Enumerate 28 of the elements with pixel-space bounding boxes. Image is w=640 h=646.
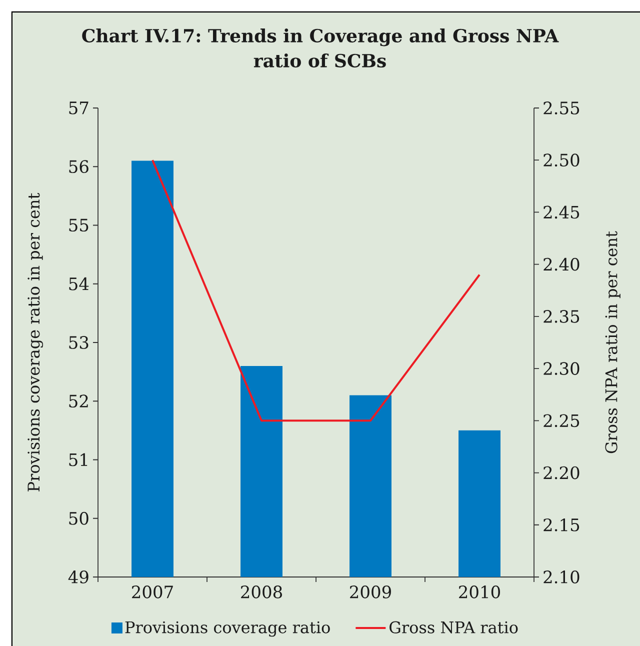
y-tick-label: 49 [68, 570, 88, 584]
y-tick-label: 51 [69, 453, 88, 466]
y-tick-label: 52 [69, 394, 88, 408]
y2-tick-label: 2.50 [544, 154, 580, 167]
y2-tick-label: 2.35 [544, 310, 580, 323]
chart-title: Chart IV.17: Trends in Coverage and Gross NPA ratio of SCBs [82, 28, 559, 68]
y2-tick-label: 2.10 [544, 570, 580, 584]
y2-tick-label: 2.55 [544, 102, 580, 114]
y-tick-label: 56 [69, 160, 88, 174]
y-axis-title: Provisions coverage ratio in per cent [28, 192, 44, 492]
x-tick-label: 2009 [350, 586, 391, 598]
y2-tick-label: 2.25 [544, 414, 580, 428]
legend-label: Gross NPA ratio [390, 621, 518, 634]
y-tick-label: 57 [69, 102, 88, 114]
y2-tick-label: 2.15 [544, 518, 580, 532]
legend-label: Provisions coverage ratio [125, 621, 330, 637]
y-tick-label: 50 [69, 512, 88, 525]
x-tick-label: 2007 [132, 586, 173, 598]
x-tick-label: 2008 [241, 586, 282, 598]
y2-tick-label: 2.45 [544, 206, 580, 219]
y-tick-label: 53 [69, 336, 88, 349]
y-tick-label: 55 [69, 218, 88, 232]
y2-axis-title: Gross NPA ratio in per cent [605, 231, 620, 454]
y2-tick-label: 2.40 [544, 258, 580, 271]
x-tick-label: 2010 [459, 586, 500, 598]
y2-tick-label: 2.20 [544, 466, 580, 480]
y2-tick-label: 2.30 [544, 362, 580, 375]
y-tick-label: 54 [69, 277, 89, 290]
